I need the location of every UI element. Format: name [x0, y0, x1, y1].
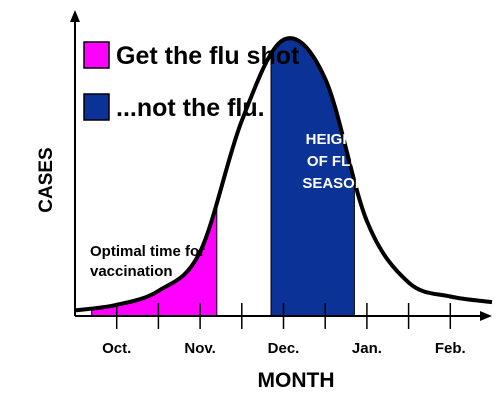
x-tick-label-jan: Jan. — [352, 340, 382, 357]
x-tick-label-feb: Feb. — [435, 340, 466, 357]
optimal-annotation-line2: vaccination — [90, 263, 173, 280]
optimal-annotation-line1: Optimal time for — [90, 243, 205, 260]
x-axis-title: MONTH — [258, 369, 335, 392]
flu-cases-curve — [74, 36, 493, 313]
x-axis-ticks — [115, 303, 452, 329]
y-axis-title: CASES — [36, 147, 57, 212]
legend-swatch-flu-shot — [83, 41, 110, 69]
x-tick-labels: Oct. Nov. Dec. Jan. Feb. — [102, 340, 466, 357]
y-axis-arrow — [70, 10, 80, 22]
legend-swatch-not-flu — [83, 93, 110, 121]
legend-label-not-flu: ...not the flu. — [116, 94, 265, 122]
legend-label-flu-shot: Get the flu shot — [116, 42, 300, 70]
x-tick-label-nov: Nov. — [184, 340, 215, 357]
height-annotation-line3: SEASON — [302, 175, 365, 192]
height-annotation-line1: HEIGHT — [306, 131, 363, 148]
x-axis-arrow — [480, 311, 492, 321]
x-tick-label-oct: Oct. — [102, 340, 131, 357]
height-annotation-line2: OF FLU — [307, 153, 361, 170]
x-tick-label-dec: Dec. — [268, 340, 300, 357]
